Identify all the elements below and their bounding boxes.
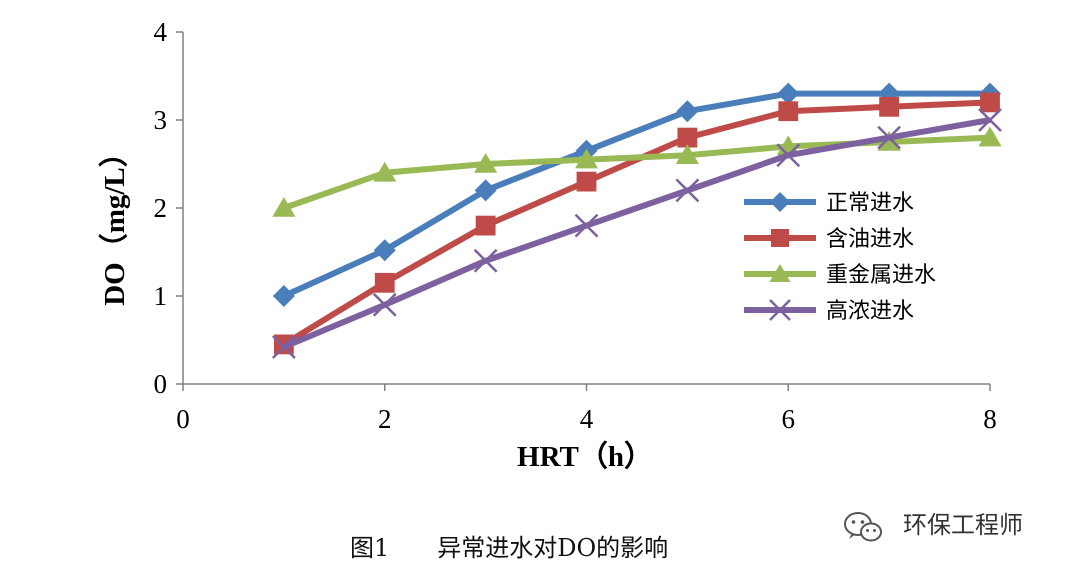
triangle-marker [675, 144, 699, 164]
watermark: 环保工程师 [844, 511, 1023, 542]
legend-item: 正常进水 [744, 191, 914, 216]
triangle-marker [474, 153, 498, 173]
x-marker [877, 125, 902, 150]
x-marker [473, 248, 498, 273]
x-marker [372, 292, 397, 317]
diamond-marker [373, 239, 396, 262]
square-marker [576, 171, 597, 192]
legend-label: 含油进水 [826, 227, 914, 252]
legend-label: 正常进水 [826, 191, 914, 216]
triangle-marker [574, 148, 599, 169]
wechat-icon [844, 512, 882, 542]
square-marker [677, 127, 698, 148]
series-4 [271, 108, 1002, 359]
diamond-marker [770, 192, 790, 212]
x-marker [574, 213, 599, 238]
x-tick-label: 8 [983, 404, 997, 434]
x-marker [271, 335, 296, 359]
triangle-marker [769, 264, 791, 282]
axes [176, 31, 991, 391]
diamond-marker [272, 285, 295, 307]
x-tick-label: 6 [782, 404, 796, 434]
triangle-marker [877, 131, 901, 151]
x-tick-label: 4 [580, 404, 594, 434]
triangle-marker [978, 126, 1002, 147]
x-marker [776, 143, 801, 168]
diamond-marker [777, 82, 800, 105]
x-marker [978, 108, 1002, 132]
square-marker [475, 215, 496, 236]
legend-item: 重金属进水 [744, 263, 936, 288]
figure-caption: 图1 异常进水对DO的影响 [350, 534, 668, 562]
y-tick-label: 2 [154, 193, 168, 223]
legend-label: 高浓进水 [826, 299, 914, 324]
square-marker [879, 96, 900, 117]
y-tick-label: 4 [154, 17, 168, 47]
watermark-text: 环保工程师 [903, 511, 1023, 539]
series-lines [271, 82, 1002, 359]
x-tick-label: 2 [378, 404, 392, 434]
series-line [282, 90, 990, 299]
tick-labels: 0 1 2 3 4 0 2 4 6 8 [154, 17, 997, 434]
square-marker [980, 92, 1000, 113]
y-axis-title: DO（mg/L） [98, 138, 131, 306]
square-marker [771, 229, 789, 247]
x-axis-title: HRT（h） [517, 440, 653, 473]
x-marker [769, 299, 791, 321]
diamond-marker [676, 100, 699, 123]
y-tick-label: 3 [154, 105, 168, 135]
legend-item: 高浓进水 [744, 299, 914, 324]
diamond-marker [474, 179, 497, 202]
y-tick-label: 0 [154, 369, 168, 399]
legend-label: 重金属进水 [826, 263, 936, 288]
triangle-marker [272, 197, 296, 217]
series-line [282, 117, 991, 350]
square-marker [778, 101, 799, 122]
square-marker [374, 272, 395, 293]
x-marker [675, 178, 700, 203]
triangle-marker [373, 161, 397, 182]
x-tick-label: 0 [176, 404, 190, 434]
y-tick-label: 1 [154, 281, 168, 311]
legend-item: 含油进水 [744, 227, 914, 252]
